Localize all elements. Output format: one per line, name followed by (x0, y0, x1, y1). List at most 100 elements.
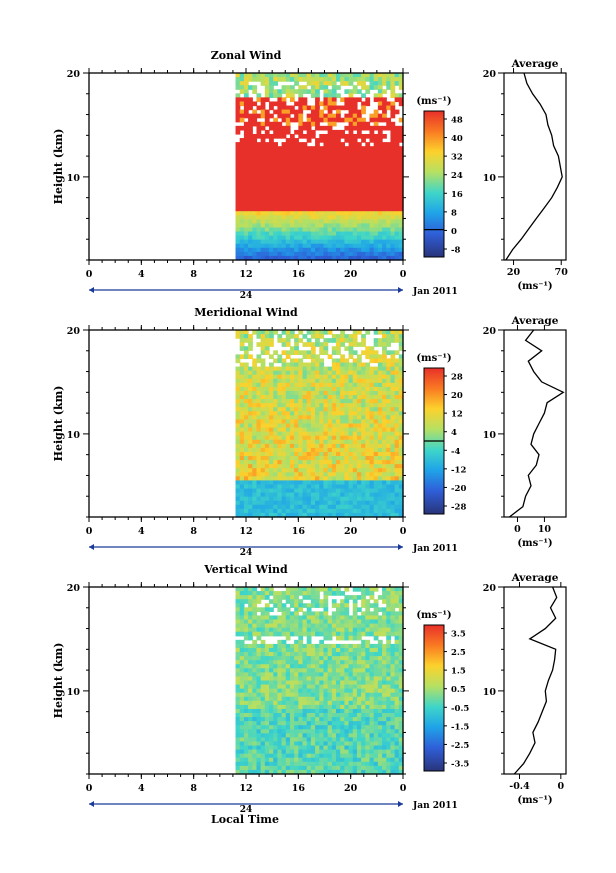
heatmap-cell (348, 154, 354, 159)
heatmap-cell (386, 162, 392, 168)
heatmap-cell (323, 219, 329, 225)
heatmap-cell (323, 235, 329, 241)
heatmap-cell (340, 427, 345, 433)
heatmap-cell (298, 713, 304, 718)
y-axis-label: Height (km) (52, 386, 65, 462)
heatmap-cell (382, 451, 387, 457)
heatmap-cell (269, 199, 274, 204)
heatmap-cell (319, 676, 325, 682)
heatmap-cell (294, 162, 299, 168)
heatmap-cell (386, 178, 392, 184)
heatmap-cell (361, 403, 366, 408)
heatmap-cell (323, 113, 329, 119)
heatmap-cell (302, 182, 308, 188)
heatmap-cell (285, 407, 291, 412)
heatmap-cell (344, 133, 350, 139)
heatmap-cell (273, 370, 278, 376)
heatmap-cell (398, 411, 404, 416)
heatmap-cell (289, 729, 295, 734)
heatmap-cell (323, 194, 329, 200)
heatmap-cell (340, 692, 345, 698)
heatmap-cell (302, 154, 308, 159)
heatmap-cell (302, 680, 308, 686)
heatmap-cell (344, 668, 350, 673)
heatmap-cell (336, 109, 341, 115)
heatmap-cell (243, 154, 249, 159)
heatmap-cell (298, 255, 304, 261)
heatmap-cell (285, 121, 291, 127)
heatmap-cell (398, 255, 404, 261)
heatmap-cell (319, 684, 325, 690)
heatmap-cell (235, 603, 241, 608)
heatmap-cell (356, 676, 362, 682)
heatmap-cell (382, 117, 387, 123)
heatmap-cell (390, 595, 396, 600)
heatmap-cell (294, 338, 299, 343)
heatmap-cell (356, 170, 362, 176)
heatmap-cell (331, 700, 337, 706)
heatmap-cell (285, 239, 291, 245)
heatmap-cell (336, 342, 341, 347)
heatmap-cell (382, 251, 387, 257)
heatmap-cell (336, 443, 341, 449)
heatmap-cell (239, 207, 245, 212)
heatmap-cell (348, 512, 354, 518)
heatmap-cell (260, 672, 266, 678)
heatmap-cell (285, 717, 291, 722)
heatmap-cell (319, 660, 325, 665)
heatmap-cell (327, 623, 333, 629)
heatmap-cell (361, 109, 366, 115)
heatmap-cell (382, 73, 387, 78)
heatmap-cell (269, 508, 274, 514)
heatmap-cell (294, 411, 299, 416)
heatmap-cell (394, 692, 400, 698)
heatmap-cell (348, 117, 354, 123)
heatmap-cell (298, 366, 304, 372)
heatmap-cell (235, 178, 241, 184)
heatmap-cell (340, 194, 345, 200)
heatmap-cell (356, 247, 362, 253)
heatmap-cell (252, 166, 258, 172)
heatmap-cell (239, 603, 245, 608)
heatmap-cell (256, 374, 262, 380)
heatmap-cell (315, 468, 320, 473)
heatmap-cell (289, 77, 295, 82)
heatmap-cell (340, 158, 345, 164)
heatmap-cell (348, 435, 354, 441)
heatmap-cell (294, 652, 299, 657)
heatmap-cell (344, 223, 350, 229)
heatmap-cell (260, 121, 266, 127)
heatmap-cell (252, 500, 258, 506)
heatmap-cell (302, 643, 308, 649)
heatmap-cell (269, 247, 274, 253)
heatmap-cell (310, 386, 316, 392)
heatmap-cell (336, 676, 341, 682)
heatmap-cell (344, 97, 350, 103)
heatmap-cell (302, 186, 308, 192)
heatmap-cell (310, 370, 316, 376)
heatmap-cell (365, 121, 371, 127)
heatmap-cell (310, 504, 316, 510)
heatmap-cell (373, 113, 379, 119)
heatmap-cell (319, 504, 325, 510)
heatmap-cell (264, 215, 270, 220)
heatmap-cell (344, 423, 350, 429)
heatmap-cell (327, 660, 333, 665)
x-tick-label: 0 (400, 269, 407, 280)
heatmap-cell (260, 480, 266, 486)
heatmap-cell (336, 370, 341, 376)
heatmap-cell (260, 81, 266, 86)
heatmap-cell (382, 154, 387, 159)
heatmap-cell (331, 227, 337, 233)
heatmap-cell (264, 619, 270, 625)
heatmap-cell (235, 680, 241, 686)
heatmap-cell (340, 370, 345, 376)
heatmap-cell (327, 411, 333, 416)
heatmap-cell (390, 133, 396, 139)
heatmap-cell (336, 435, 341, 441)
heatmap-cell (373, 77, 379, 82)
heatmap-cell (394, 129, 400, 135)
heatmap-cell (327, 684, 333, 690)
heatmap-cell (327, 464, 333, 469)
heatmap-cell (294, 672, 299, 678)
